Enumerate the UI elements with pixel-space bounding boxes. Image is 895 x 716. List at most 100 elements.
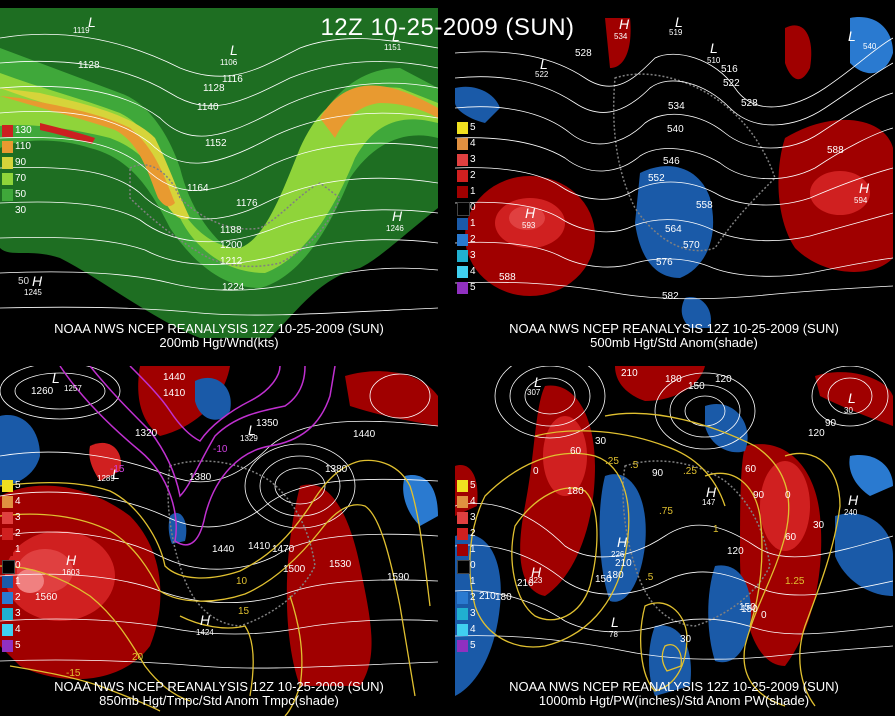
contour-label: 522 (723, 78, 740, 89)
low-center-value: 1151 (384, 43, 402, 52)
legend-swatch (2, 560, 15, 574)
anomaly-positive (815, 372, 893, 426)
contour-label: 210 (615, 558, 632, 569)
contour-label: 1440 (163, 372, 186, 383)
contour-label: 576 (656, 257, 673, 268)
high-center-symbol: H (32, 273, 43, 289)
low-center-symbol: L (248, 422, 256, 438)
contour-label: 30 (595, 436, 607, 447)
contour-label: 60 (745, 464, 757, 475)
temperature-label: 15 (238, 606, 250, 617)
panel-subtitle: 200mb Hgt/Wnd(kts) (159, 335, 279, 350)
legend-entry: 5 (457, 638, 493, 654)
contour-label: 120 (715, 374, 732, 385)
legend-label: 5 (15, 640, 21, 651)
legend-entry: 2 (457, 232, 493, 248)
legend-entry: 3 (457, 606, 493, 622)
legend-label: 1 (470, 186, 476, 197)
contour-label: 150 (595, 574, 612, 585)
contour-label: 1470 (272, 544, 295, 555)
high-center-value: 226 (611, 550, 625, 559)
legend-label: 1 (470, 218, 476, 229)
legend-entry: 0 (457, 558, 493, 574)
high-center-symbol: H (525, 205, 536, 221)
anomaly-positive (615, 366, 705, 401)
legend-entry: 3 (457, 248, 493, 264)
contour-label: 210 (621, 368, 638, 379)
contour-label: 570 (683, 240, 700, 251)
anomaly-negative (708, 565, 751, 663)
temperature-label: 10 (236, 576, 248, 587)
low-center-value: 1119 (73, 26, 90, 35)
legend-swatch (457, 608, 468, 620)
legend-entry: 4 (2, 494, 38, 510)
legend-swatch (457, 592, 468, 604)
height-contours-200mb (0, 33, 438, 316)
contour-label: 1164 (187, 183, 209, 194)
legend-swatch (457, 528, 468, 540)
legend-label: 2 (470, 528, 476, 539)
legend-label: 4 (15, 624, 21, 635)
high-center-value: 1245 (24, 288, 42, 297)
contour-label: 1176 (236, 198, 258, 209)
low-center-symbol: L (112, 466, 120, 482)
contour-label: 546 (663, 156, 680, 167)
legend-swatch (457, 186, 468, 198)
contour-label: 0 (785, 490, 791, 501)
pw-label: .5 (630, 460, 639, 471)
contour-label: 1440 (353, 429, 376, 440)
panel-subtitle: 500mb Hgt/Std Anom(shade) (590, 335, 758, 350)
height-contours-850mb (0, 366, 438, 669)
panel-caption: NOAA NWS NCEP REANALYSIS 12Z 10-25-2009 … (509, 321, 839, 336)
contour-label: 180 (567, 486, 584, 497)
legend-swatch (2, 640, 13, 652)
contour-label: 534 (668, 101, 685, 112)
legend-swatch (457, 544, 468, 556)
legend-entry: 3 (457, 510, 493, 526)
legend-entry: 90 (2, 155, 38, 171)
low-center-value: 540 (863, 42, 877, 51)
height-contours-500mb (455, 37, 893, 300)
contour-label: 180 (607, 570, 624, 581)
legend-swatch (2, 496, 13, 508)
contour-label: 558 (696, 200, 713, 211)
anomaly-positive-peak (16, 569, 44, 593)
legend-entry: 70 (2, 171, 38, 187)
pw-label: 1.25 (785, 576, 805, 587)
panel-200mb: 130 110 90 70 50 30 1128 1116 1128 1140 1152 … (0, 8, 438, 358)
contour-label: 30 (813, 520, 825, 531)
wind-speed-legend: 130 110 90 70 50 30 (2, 123, 38, 219)
panel-caption: NOAA NWS NCEP REANALYSIS 12Z 10-25-2009 … (509, 679, 839, 694)
jet-band-orange-east (320, 85, 438, 138)
high-center-value: 1424 (196, 628, 214, 637)
low-center-symbol: L (534, 374, 542, 390)
legend-swatch (2, 173, 13, 185)
high-center-value: 594 (854, 196, 868, 205)
contour-label: 150 (739, 602, 756, 613)
anomaly-positive-core (810, 171, 870, 215)
low-center-symbol: L (540, 56, 548, 72)
legend-swatch (2, 624, 13, 636)
legend-swatch (457, 266, 468, 278)
legend-entry: 4 (457, 264, 493, 280)
legend-label: 2 (15, 592, 21, 603)
contour-label: 0 (533, 466, 539, 477)
legend-swatch (457, 250, 468, 262)
low-center-value: 1106 (220, 58, 238, 67)
legend-entry: 1 (457, 574, 493, 590)
contour-label: 552 (648, 173, 665, 184)
legend-swatch (457, 234, 468, 246)
anomaly-negative (455, 86, 500, 123)
precipitable-water-contours (469, 412, 841, 707)
anomaly-positive-core (509, 206, 545, 230)
contour-label: 180 (495, 592, 512, 603)
high-center-value: 147 (702, 498, 716, 507)
legend-swatch (2, 205, 13, 217)
legend-entry: 0 (2, 558, 38, 574)
anomaly-negative (195, 377, 231, 420)
low-center-symbol: L (88, 14, 96, 30)
low-center-symbol: L (230, 42, 238, 58)
contour-label: 582 (662, 291, 679, 302)
